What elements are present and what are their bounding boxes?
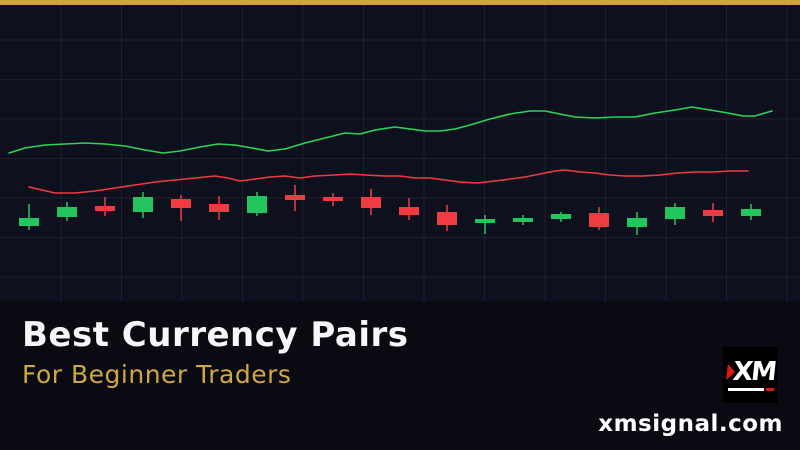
site-url: xmsignal.com: [598, 411, 783, 437]
caption-panel: Best Currency Pairs For Beginner Traders…: [0, 301, 800, 450]
logo-row: XM: [725, 357, 777, 387]
logo-underline-white: [727, 388, 764, 391]
logo-text: XM: [730, 357, 777, 387]
candlestick-chart: [0, 5, 800, 301]
logo-underline: [727, 388, 774, 391]
chart-canvas: [0, 5, 800, 301]
banner-title: Best Currency Pairs: [22, 315, 409, 355]
logo-underline-red: [765, 388, 774, 391]
banner-subtitle: For Beginner Traders: [22, 360, 292, 389]
top-accent-bar: [0, 0, 800, 5]
xm-logo: XM: [723, 347, 778, 403]
